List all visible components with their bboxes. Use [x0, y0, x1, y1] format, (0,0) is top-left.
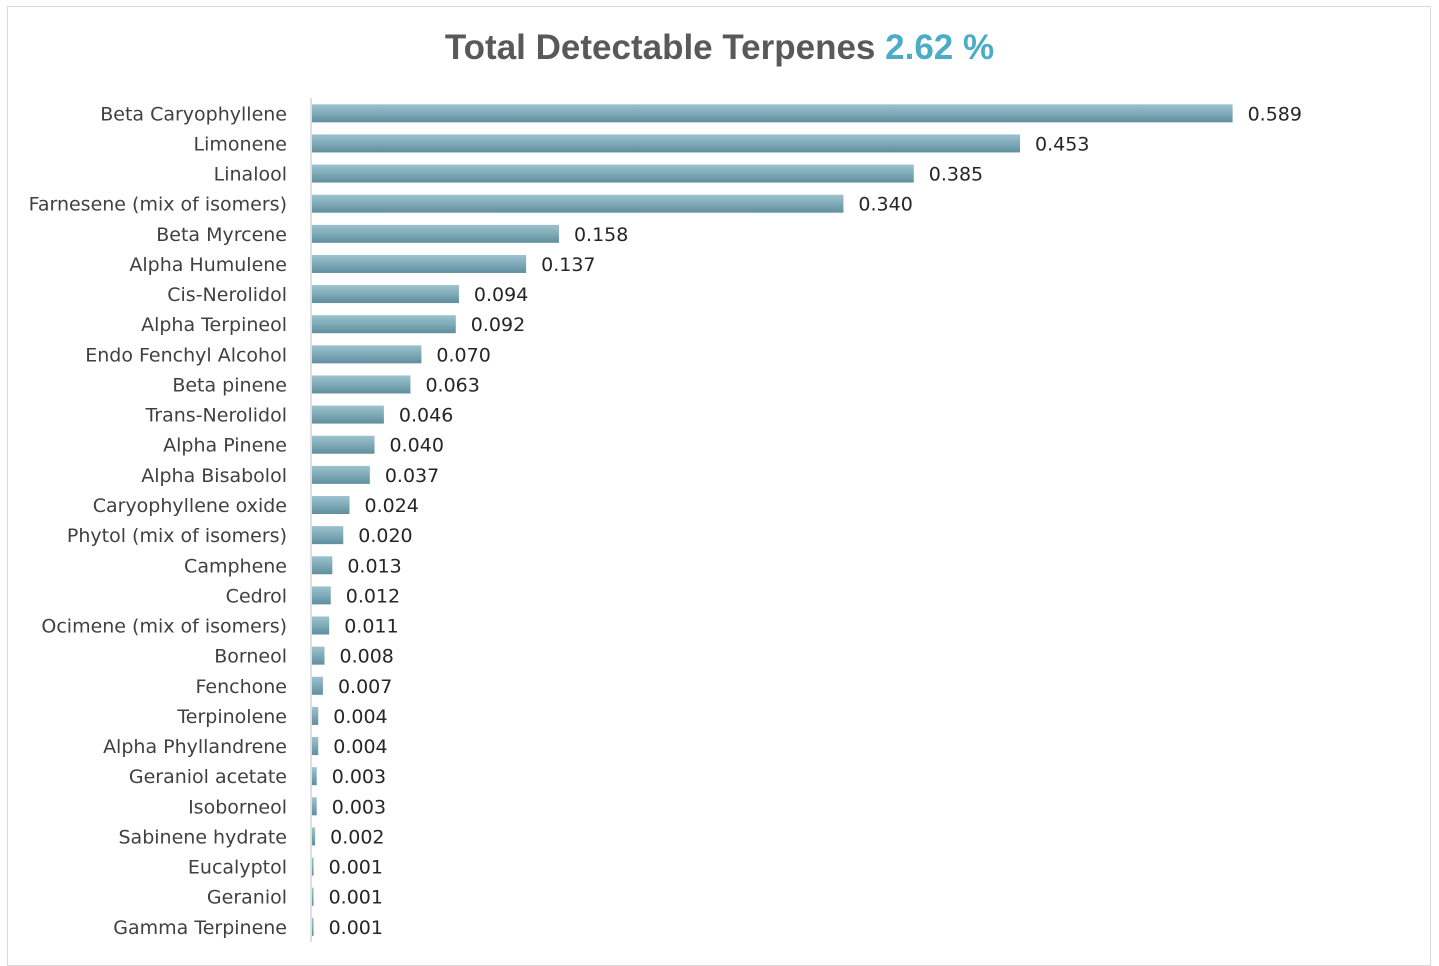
category-label: Eucalyptol [188, 857, 287, 879]
bar [312, 285, 459, 304]
category-label: Trans-Nerolidol [144, 405, 287, 427]
category-label: Geraniol [207, 887, 287, 909]
value-label: 0.453 [1035, 133, 1089, 155]
bar [312, 797, 317, 816]
bar [312, 827, 316, 846]
value-label: 0.011 [344, 616, 398, 638]
value-label: 0.004 [333, 736, 387, 758]
bar [312, 194, 844, 213]
category-label: Alpha Bisabolol [141, 465, 287, 487]
value-label: 0.094 [474, 284, 528, 306]
value-label: 0.013 [347, 555, 401, 577]
category-label: Gamma Terpinene [113, 917, 287, 939]
category-label: Alpha Pinene [163, 435, 287, 457]
value-label: 0.001 [329, 887, 383, 909]
category-label: Borneol [214, 646, 287, 668]
value-label: 0.001 [329, 857, 383, 879]
chart-title-text: Total Detectable Terpenes [444, 28, 876, 67]
bar [312, 495, 350, 514]
bars-group: Beta Caryophyllene 0.589 Limonene 0.453 Lina… [29, 103, 1302, 939]
bar [312, 375, 411, 394]
value-label: 0.003 [332, 766, 386, 788]
bar [312, 706, 319, 725]
bar [312, 767, 317, 786]
bar [312, 646, 325, 665]
bar [312, 465, 370, 484]
category-label: Beta Caryophyllene [100, 103, 287, 125]
category-label: Alpha Phyllandrene [103, 736, 287, 758]
category-label: Fenchone [196, 676, 287, 698]
category-label: Phytol (mix of isomers) [67, 525, 287, 547]
category-label: Farnesene (mix of isomers) [29, 194, 287, 216]
bar [312, 737, 319, 756]
bar [312, 526, 344, 545]
value-label: 0.020 [358, 525, 412, 547]
category-label: Cedrol [226, 585, 287, 607]
value-label: 0.001 [329, 917, 383, 939]
category-label: Alpha Terpineol [141, 314, 287, 336]
bar [312, 616, 330, 635]
value-label: 0.007 [338, 676, 392, 698]
bar [312, 676, 323, 695]
category-label: Alpha Humulene [129, 254, 287, 276]
category-label: Geraniol acetate [129, 766, 287, 788]
value-label: 0.008 [340, 646, 394, 668]
category-label: Sabinene hydrate [119, 826, 288, 848]
bar [312, 435, 375, 454]
category-label: Linalool [214, 164, 287, 186]
value-label: 0.070 [436, 344, 490, 366]
chart-title: Total Detectable Terpenes 2.62 % [0, 28, 1439, 68]
value-label: 0.012 [346, 585, 400, 607]
value-label: 0.040 [390, 435, 444, 457]
chart-title-value: 2.62 % [885, 28, 995, 67]
value-label: 0.092 [471, 314, 525, 336]
bar [312, 254, 527, 273]
value-label: 0.046 [399, 405, 453, 427]
category-label: Beta pinene [172, 374, 287, 396]
category-label: Isoborneol [188, 796, 287, 818]
bar [312, 134, 1021, 153]
category-label: Beta Myrcene [156, 224, 287, 246]
bar [312, 586, 331, 605]
value-label: 0.003 [332, 796, 386, 818]
value-label: 0.137 [541, 254, 595, 276]
bar [312, 556, 333, 575]
category-label: Camphene [184, 555, 287, 577]
value-label: 0.037 [385, 465, 439, 487]
bar [312, 405, 384, 424]
category-label: Limonene [194, 133, 287, 155]
bar [312, 887, 314, 906]
category-label: Cis-Nerolidol [167, 284, 287, 306]
bar [312, 104, 1233, 123]
bar [312, 345, 422, 364]
bar [312, 315, 456, 334]
bar [312, 164, 914, 183]
value-label: 0.063 [425, 374, 479, 396]
category-label: Terpinolene [176, 706, 287, 728]
value-label: 0.340 [858, 194, 912, 216]
value-label: 0.385 [929, 164, 983, 186]
value-label: 0.589 [1248, 103, 1302, 125]
bar [312, 857, 314, 876]
category-label: Ocimene (mix of isomers) [41, 616, 287, 638]
category-label: Endo Fenchyl Alcohol [85, 344, 287, 366]
bar [312, 917, 314, 936]
value-label: 0.004 [333, 706, 387, 728]
value-label: 0.002 [330, 826, 384, 848]
value-label: 0.024 [365, 495, 419, 517]
category-label: Caryophyllene oxide [93, 495, 287, 517]
value-label: 0.158 [574, 224, 628, 246]
bar [312, 224, 559, 243]
